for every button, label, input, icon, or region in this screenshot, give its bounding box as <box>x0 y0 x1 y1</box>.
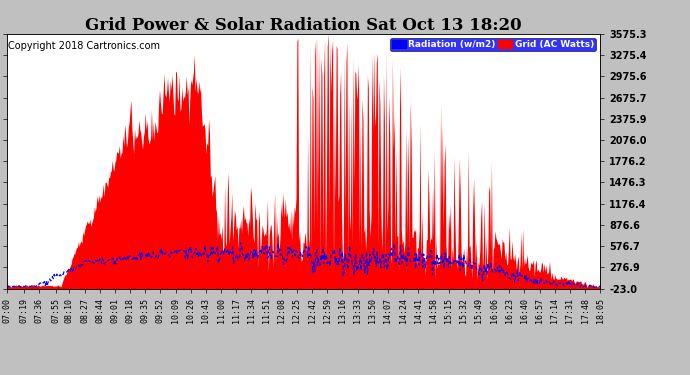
Title: Grid Power & Solar Radiation Sat Oct 13 18:20: Grid Power & Solar Radiation Sat Oct 13 … <box>86 16 522 34</box>
Text: Copyright 2018 Cartronics.com: Copyright 2018 Cartronics.com <box>8 41 160 51</box>
Legend: Radiation (w/m2), Grid (AC Watts): Radiation (w/m2), Grid (AC Watts) <box>391 38 595 51</box>
